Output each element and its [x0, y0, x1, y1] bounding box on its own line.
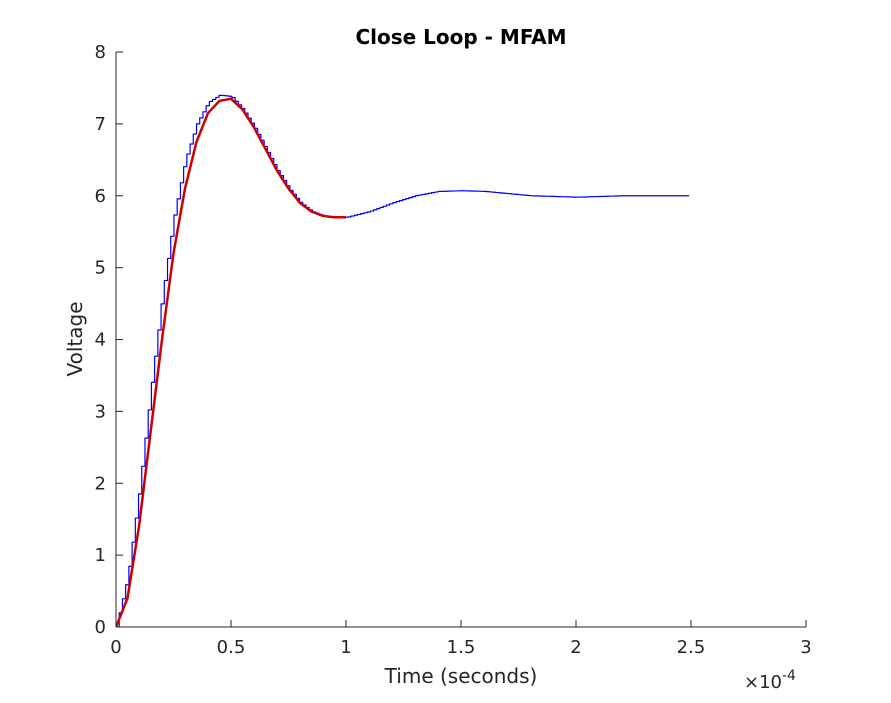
- x-tick-label: 1.5: [447, 637, 476, 658]
- y-tick-label: 3: [95, 401, 106, 422]
- chart-title: Close Loop - MFAM: [355, 25, 566, 49]
- x-tick-label: 0: [110, 637, 121, 658]
- y-tick-label: 2: [95, 473, 106, 494]
- x-exponent-prefix: ×10: [744, 672, 782, 693]
- y-tick-label: 6: [95, 186, 106, 207]
- x-exponent-power: -4: [782, 668, 796, 684]
- y-tick-label: 7: [95, 114, 106, 135]
- x-exponent-label: ×10-4: [744, 668, 796, 693]
- plot-area: [116, 94, 690, 627]
- y-axis-label: Voltage: [63, 301, 87, 376]
- y-tick-label: 0: [95, 617, 106, 638]
- y-tick-label: 5: [95, 258, 106, 279]
- x-axis-label: Time (seconds): [384, 664, 538, 688]
- series-line-0: [116, 94, 690, 627]
- y-tick-label: 1: [95, 545, 106, 566]
- x-tick-label: 2.5: [677, 637, 706, 658]
- y-tick-label: 8: [95, 42, 106, 63]
- y-tick-label: 4: [95, 330, 106, 351]
- x-ticks: 0 0.5 1 1.5 2 2.5 3: [110, 620, 812, 658]
- x-tick-label: 1: [340, 637, 351, 658]
- series-line-1: [116, 97, 346, 627]
- x-tick-label: 3: [800, 637, 811, 658]
- x-tick-label: 0.5: [217, 637, 246, 658]
- series-layer: [116, 94, 690, 627]
- y-ticks: 0 1 2 3 4 5 6 7 8: [95, 42, 123, 638]
- x-tick-label: 2: [570, 637, 581, 658]
